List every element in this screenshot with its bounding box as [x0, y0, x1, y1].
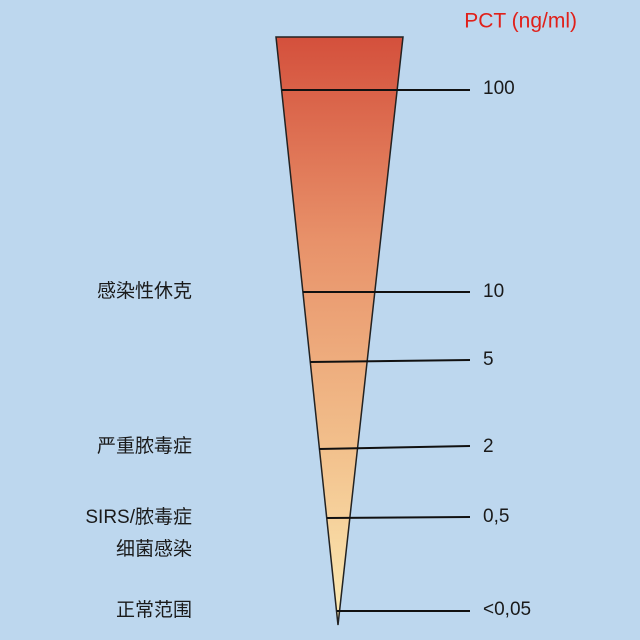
title: PCT (ng/ml)	[464, 10, 577, 33]
condition-label: 感染性休克	[97, 280, 192, 302]
level-label: 0,5	[483, 506, 509, 527]
level-line	[309, 359, 471, 363]
condition-label: 细菌感染	[116, 538, 192, 560]
wedge	[275, 36, 404, 626]
level-label: 100	[483, 78, 515, 99]
condition-label: 严重脓毒症	[97, 435, 192, 457]
condition-label: SIRS/脓毒症	[85, 506, 192, 528]
level-label: 10	[483, 281, 504, 302]
level-line	[326, 516, 471, 519]
level-label: <0,05	[483, 599, 531, 620]
level-line	[318, 445, 471, 450]
level-label: 2	[483, 436, 494, 457]
condition-label: 正常范围	[116, 599, 192, 621]
level-label: 5	[483, 349, 494, 370]
